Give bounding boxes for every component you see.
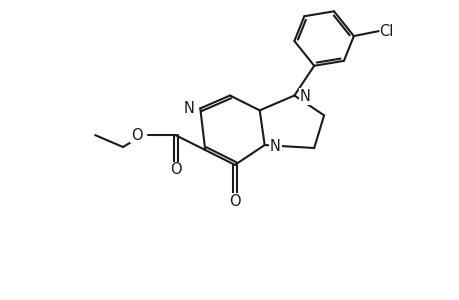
Text: O: O [131,128,142,142]
Text: O: O [169,162,181,177]
Text: O: O [229,194,240,209]
Text: N: N [184,101,195,116]
Text: Cl: Cl [379,24,393,39]
Text: N: N [269,139,280,154]
Text: N: N [299,89,310,104]
